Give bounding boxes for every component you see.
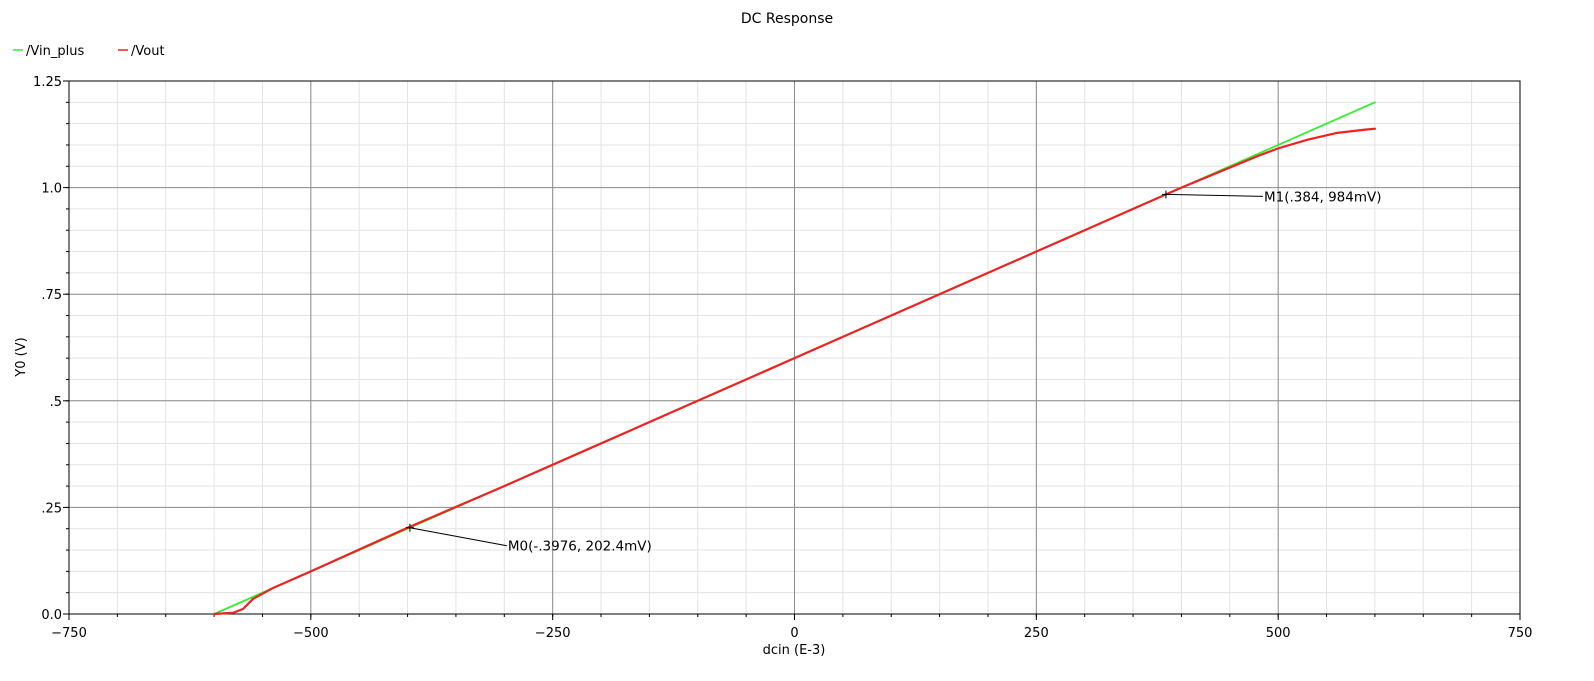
legend: /Vin_plus /Vout [13,44,165,59]
y-tick-label: .5 [50,395,62,410]
y-axis-label: Y0 (V) [14,337,29,377]
chart-title: DC Response [741,11,833,27]
x-axis-label: dcin (E-3) [763,643,826,658]
marker-m0-label[interactable]: M0(-.3976, 202.4mV) [508,539,652,555]
x-tick-label: −500 [293,626,329,641]
marker-m0-leader [409,527,507,547]
marker-m1-leader [1165,193,1263,197]
legend-label-vin-plus: /Vin_plus [26,44,84,59]
legend-item-vin-plus[interactable]: /Vin_plus [13,44,84,59]
x-tick-label: 750 [1508,626,1533,641]
x-tick-label: 250 [1024,626,1049,641]
y-tick-label: 1.0 [41,182,62,197]
x-tick-label: 500 [1266,626,1291,641]
plot-area: −750 −500 −250 0 250 500 750 0.0 .25 .5 .75 1.0 1.25… [33,75,1532,641]
x-tick-label: 0 [790,626,798,641]
y-tick-label: .25 [41,501,62,516]
marker-m1-label[interactable]: M1(.384, 984mV) [1264,189,1382,205]
y-tick-label: .75 [41,288,62,303]
x-tick-label: −750 [51,626,87,641]
series-line-vout [213,127,1377,616]
x-tick-label: −250 [535,626,571,641]
y-tick-label: 0.0 [41,608,62,623]
legend-label-vout: /Vout [131,44,165,59]
legend-item-vout[interactable]: /Vout [118,44,165,59]
y-tick-label: 1.25 [33,75,62,90]
